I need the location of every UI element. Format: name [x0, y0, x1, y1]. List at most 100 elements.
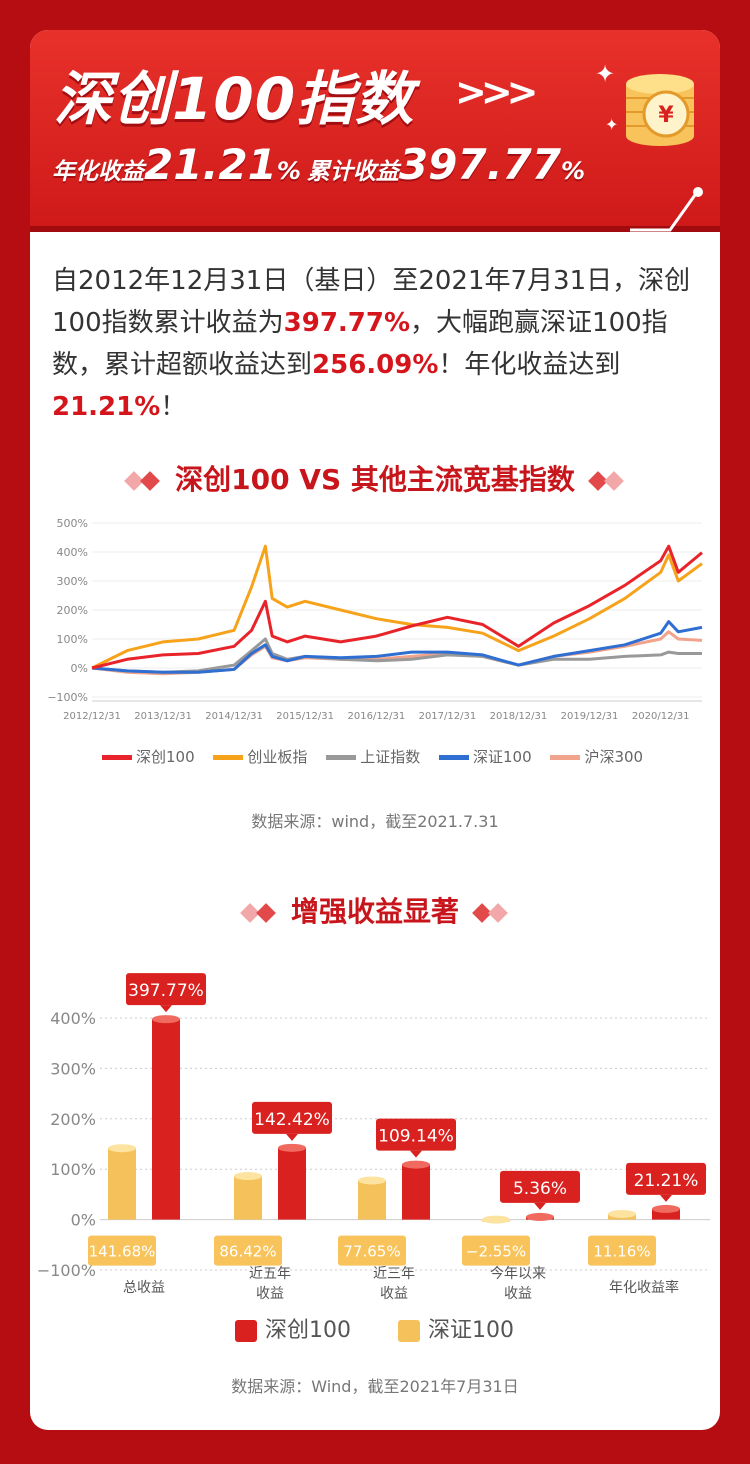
legend-item: 沪深300: [550, 746, 643, 767]
category-label: 近五年: [249, 1266, 291, 1282]
legend-swatch: [398, 1320, 420, 1342]
bar-cap: [482, 1215, 510, 1224]
cum-value: 397.77: [398, 140, 561, 189]
legend-label: 沪深300: [584, 748, 644, 766]
y-tick-label: 100%: [57, 633, 88, 646]
bar-value-label: 11.16%: [593, 1243, 650, 1261]
x-tick-label: 2013/12/31: [134, 711, 192, 722]
source-note: 数据来源：wind，截至2021.7.31: [251, 812, 499, 831]
bar-chart: 400% 300% 200% 100% 0% −100%141.68% 397.77% 总收益…: [37, 973, 710, 1300]
legend-item: 上证指数: [326, 746, 420, 767]
diamond-icon: [472, 903, 508, 923]
legend-swatch: [213, 755, 244, 760]
header-banner: 深创100指数 >>> ✦ ✦ ¥ 年化收益21.21% 累计收益397.77%: [30, 30, 720, 232]
source-note: 数据来源：Wind，截至2021年7月31日: [231, 1377, 519, 1396]
bar-value-label: 77.65%: [343, 1243, 400, 1261]
bar-cap: [108, 1144, 136, 1153]
section-title-text: 深创100 VS 其他主流宽基指数: [175, 463, 575, 496]
legend-label: 上证指数: [360, 748, 421, 766]
annual-label: 年化收益: [52, 159, 144, 185]
intro-paragraph: 自2012年12月31日（基日）至2021年7月31日，深创100指数累计收益为…: [52, 260, 702, 428]
bar-value-label: 5.36%: [513, 1179, 567, 1199]
bar-shenchuang100: [152, 1019, 180, 1220]
intro-text: ！: [160, 392, 187, 422]
bar-label-box: [376, 1118, 456, 1151]
cum-pct: %: [560, 157, 586, 185]
bar-label-pointer: [410, 1150, 422, 1158]
y-tick-label: 400%: [57, 546, 88, 559]
x-tick-label: 2012/12/31: [63, 711, 121, 722]
legend-swatch: [550, 755, 581, 760]
bar-cap: [402, 1160, 430, 1169]
bar-label-box: [626, 1162, 706, 1195]
bar-label-box: [252, 1101, 332, 1134]
intro-highlight: 397.77%: [283, 308, 411, 338]
bar-chart-legend: 深创100 深证100: [235, 1312, 554, 1344]
x-tick-label: 2015/12/31: [276, 711, 334, 722]
legend-item: 深创100: [235, 1312, 351, 1344]
bar-shenzheng100: [234, 1176, 262, 1220]
x-tick-label: 2016/12/31: [348, 711, 406, 722]
section-title-enhanced: 增强收益显著: [30, 890, 720, 930]
diamond-icon: [124, 471, 161, 491]
bar-label-box: [88, 1235, 156, 1266]
diamond-icon: [240, 903, 276, 923]
bar-value-label: 142.42%: [254, 1110, 330, 1130]
bar-label-box: [126, 973, 206, 1006]
category-label: 年化收益率: [609, 1279, 679, 1296]
annual-value: 21.21: [144, 140, 277, 189]
category-label: 收益: [380, 1286, 408, 1300]
y-tick-label: −100%: [47, 691, 88, 704]
bar-shenchuang100: [278, 1147, 306, 1220]
category-label: 近三年: [373, 1266, 415, 1282]
diamond-icon: [587, 471, 624, 491]
legend-item: 创业板指: [213, 746, 307, 767]
x-tick-label: 2017/12/31: [419, 711, 477, 722]
line-chart: 500% 400% 300% 200% 100% 0% −100% 2012/12/31 201…: [47, 517, 703, 722]
main-card: 深创100指数 >>> ✦ ✦ ¥ 年化收益21.21% 累计收益397.77% …: [30, 30, 720, 1430]
bar-label-pointer: [160, 1005, 172, 1013]
bar-shenzheng100: [358, 1180, 386, 1220]
y-tick-label: 300%: [50, 1059, 96, 1078]
sparkle-icon: ✦: [595, 60, 616, 88]
bar-cap: [278, 1143, 306, 1152]
y-tick-label: 0%: [71, 662, 88, 675]
bar-cap: [652, 1204, 680, 1213]
y-tick-label: 500%: [57, 517, 88, 530]
legend-swatch: [326, 755, 357, 760]
y-tick-label: 0%: [71, 1211, 96, 1230]
bar-cap: [358, 1176, 386, 1185]
bar-label-box: [500, 1170, 580, 1203]
bar-cap: [526, 1212, 554, 1221]
coin-stack-icon: ¥: [626, 74, 694, 146]
bar-value-label: 397.77%: [128, 981, 204, 1001]
y-tick-label: 100%: [50, 1160, 96, 1179]
legend-item: 深证100: [398, 1312, 514, 1344]
x-tick-label: 2020/12/31: [632, 711, 690, 722]
x-tick-label: 2019/12/31: [561, 711, 619, 722]
series-line: [91, 637, 702, 674]
category-label: 收益: [256, 1286, 284, 1300]
series-line: [91, 544, 703, 670]
cum-label: 累计收益: [306, 159, 399, 185]
banner-title: 深创100指数: [54, 65, 415, 133]
section-title-text: 增强收益显著: [290, 895, 459, 928]
bar-cap: [152, 1015, 180, 1024]
bar-value-label: 109.14%: [378, 1127, 454, 1147]
legend-swatch: [102, 755, 132, 760]
bar-shenchuang100: [652, 1208, 680, 1220]
intro-text: 自2012年12月31日（基日）至2021年7月31日，深创100指数累计收益为: [52, 266, 691, 338]
bar-label-box: [338, 1235, 406, 1266]
legend-item: 深证100: [439, 746, 532, 767]
bar-label-pointer: [534, 1202, 546, 1210]
y-tick-label: 200%: [50, 1110, 96, 1129]
bar-label-box: [214, 1235, 282, 1266]
decorative-line-icon: [630, 187, 703, 232]
x-tick-label: 2014/12/31: [205, 711, 263, 722]
intro-text: ！年化收益达到: [438, 350, 621, 380]
bar-label-box: [588, 1235, 656, 1266]
y-tick-label: 300%: [57, 575, 88, 588]
y-tick-label: 200%: [57, 604, 88, 617]
intro-highlight: 256.09%: [312, 350, 439, 380]
intro-highlight: 21.21%: [52, 392, 161, 422]
